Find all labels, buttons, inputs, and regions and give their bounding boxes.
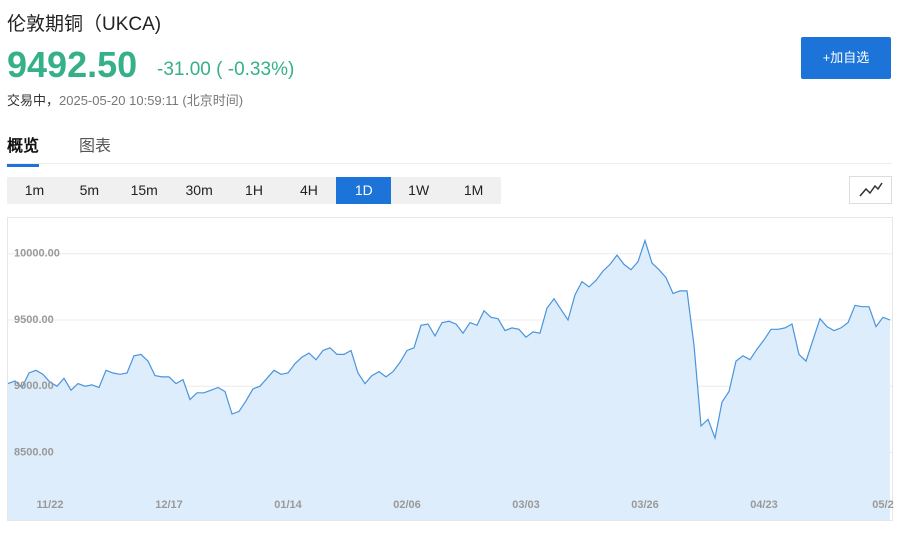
tab[interactable]: 概览: [7, 132, 40, 167]
x-tick-label: 01/14: [274, 499, 302, 511]
instrument-title: 伦敦期铜（UKCA): [7, 14, 162, 35]
tab[interactable]: 图表: [79, 138, 112, 155]
period-button[interactable]: 5m: [79, 182, 100, 198]
x-tick-label: 02/06: [393, 499, 421, 511]
period-button[interactable]: 1D: [336, 177, 392, 204]
period-button[interactable]: 1M: [463, 182, 484, 198]
x-tick-label: 11/22: [37, 499, 64, 511]
x-tick-label: 05/2: [872, 499, 893, 511]
timezone: (北京时间): [182, 93, 244, 108]
add-watchlist-button[interactable]: +加自选: [801, 37, 891, 79]
period-button[interactable]: 1m: [24, 182, 45, 198]
period-button[interactable]: 30m: [185, 182, 213, 198]
period-button[interactable]: 15m: [130, 182, 158, 198]
price-line: [7, 238, 891, 441]
x-tick-label: 04/23: [750, 499, 778, 511]
last-price: 9492.50: [7, 44, 138, 85]
period-selector: 1m 5m 15m 30m 1H 4H 1D 1W 1M: [7, 177, 501, 204]
y-tick-label: 9500.00: [14, 314, 54, 326]
y-tick-label: 9000.00: [14, 380, 54, 392]
tabs: 概览 图表: [7, 132, 892, 167]
period-button[interactable]: 1H: [245, 182, 263, 198]
chart-style-icon: [859, 182, 883, 197]
change-percent: ( -0.33%): [216, 59, 295, 80]
y-tick-label: 8500.00: [14, 446, 54, 458]
area-fill: [8, 240, 890, 520]
status: 交易中，: [7, 93, 60, 108]
timestamp: 2025-05-20 10:59:11: [59, 93, 179, 108]
change: -31.00: [157, 59, 211, 80]
period-button[interactable]: 1W: [408, 182, 430, 198]
price-change: -31.00 ( -0.33%): [157, 59, 294, 81]
chart-style-button[interactable]: [849, 176, 892, 204]
trade-status: 交易中，2025-05-20 10:59:11 (北京时间): [7, 90, 243, 109]
x-tick-label: 03/03: [512, 499, 540, 511]
x-tick-label: 03/26: [631, 499, 659, 511]
period-button[interactable]: 4H: [299, 182, 318, 198]
x-tick-label: 12/17: [155, 499, 183, 511]
y-tick-label: 10000.00: [14, 248, 60, 260]
